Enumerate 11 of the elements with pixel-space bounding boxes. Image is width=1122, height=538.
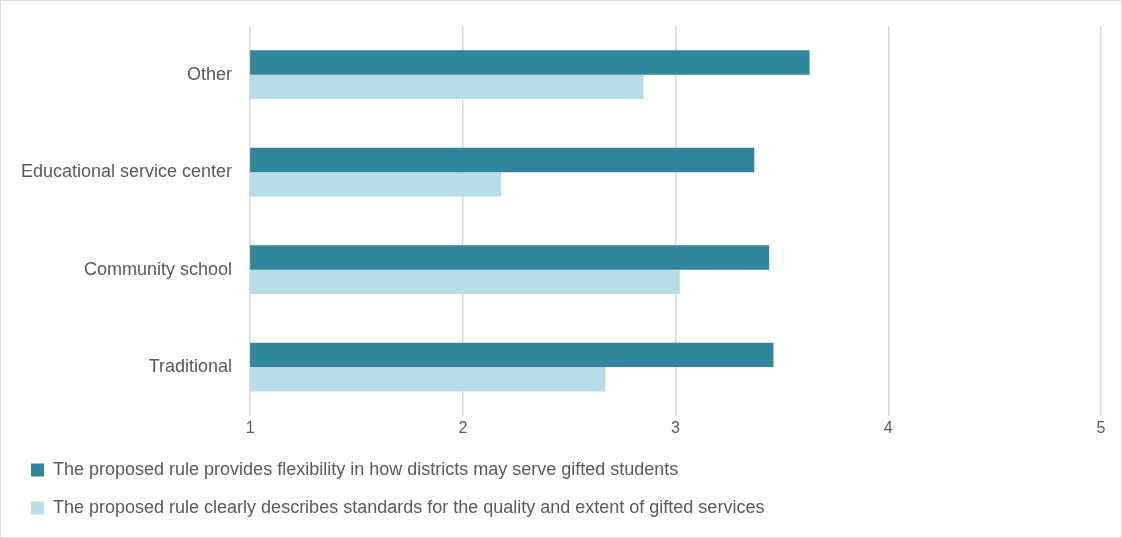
y-tick-label: Traditional bbox=[148, 356, 233, 377]
y-tick-label: Educational service center bbox=[20, 161, 233, 182]
legend-label: The proposed rule provides flexibility in how districts may serve gifted students bbox=[53, 458, 679, 479]
x-tick-label: 5 bbox=[1096, 418, 1106, 436]
y-tick-label: Community school bbox=[84, 258, 233, 279]
y-tick-label: Other bbox=[187, 63, 233, 84]
legend-label: The proposed rule clearly describes standards for the quality and extent of gifted services bbox=[53, 496, 765, 517]
x-tick-label: 4 bbox=[883, 418, 893, 436]
x-tick-label: 2 bbox=[458, 418, 468, 436]
x-tick-label: 3 bbox=[671, 418, 681, 436]
x-tick-label: 1 bbox=[245, 418, 255, 436]
